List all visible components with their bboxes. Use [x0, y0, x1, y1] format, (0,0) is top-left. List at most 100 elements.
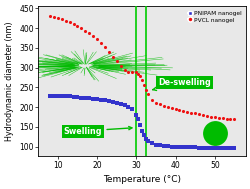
- Point: [144, 89, 148, 92]
- Point: [173, 145, 177, 148]
- Point: [181, 145, 185, 148]
- Point: [52, 94, 56, 98]
- Point: [220, 117, 224, 120]
- Point: [142, 84, 146, 87]
- Point: [48, 94, 52, 98]
- Point: [75, 96, 79, 99]
- Point: [126, 106, 130, 109]
- Point: [200, 113, 204, 116]
- Point: [200, 146, 204, 149]
- Point: [161, 144, 165, 147]
- Point: [56, 94, 60, 97]
- Y-axis label: Hydrodynamic diameter (nm): Hydrodynamic diameter (nm): [5, 22, 14, 141]
- Point: [188, 146, 192, 149]
- Point: [98, 42, 102, 45]
- Point: [140, 129, 143, 132]
- Point: [212, 131, 216, 134]
- Point: [184, 110, 188, 113]
- Point: [173, 108, 177, 111]
- Point: [56, 17, 60, 20]
- Point: [228, 146, 232, 149]
- Point: [146, 93, 150, 96]
- Point: [60, 94, 64, 98]
- Point: [169, 145, 173, 148]
- Point: [196, 146, 200, 149]
- Point: [153, 143, 157, 146]
- Point: [161, 104, 165, 107]
- Point: [95, 38, 99, 41]
- Point: [232, 118, 235, 121]
- Point: [91, 35, 95, 38]
- Point: [224, 117, 228, 120]
- Point: [146, 140, 150, 143]
- Point: [102, 99, 106, 102]
- Point: [110, 55, 114, 58]
- Point: [106, 50, 110, 53]
- Point: [153, 102, 157, 105]
- Point: [83, 97, 87, 100]
- Point: [126, 70, 130, 73]
- Point: [134, 71, 138, 74]
- Point: [220, 146, 224, 149]
- Point: [216, 116, 220, 119]
- Point: [165, 106, 169, 109]
- Point: [60, 18, 64, 21]
- Text: De-swelling: De-swelling: [152, 78, 210, 91]
- Point: [142, 134, 146, 137]
- Point: [87, 97, 91, 100]
- Point: [83, 29, 87, 32]
- Point: [224, 146, 228, 149]
- Point: [138, 123, 142, 126]
- Point: [157, 103, 161, 106]
- Point: [122, 69, 126, 72]
- Point: [208, 115, 212, 118]
- Point: [138, 75, 142, 78]
- Point: [52, 15, 56, 19]
- Point: [196, 113, 200, 116]
- Point: [181, 109, 185, 112]
- Point: [114, 101, 118, 104]
- Point: [95, 98, 99, 101]
- Point: [71, 95, 75, 98]
- Point: [212, 116, 216, 119]
- Point: [79, 96, 83, 99]
- Point: [216, 146, 220, 149]
- Point: [169, 107, 173, 110]
- Point: [114, 60, 118, 63]
- Point: [188, 111, 192, 114]
- Point: [118, 102, 122, 105]
- Point: [192, 112, 196, 115]
- Point: [192, 146, 196, 149]
- Point: [64, 94, 68, 98]
- Point: [102, 46, 106, 49]
- Text: Swelling: Swelling: [64, 126, 132, 136]
- Point: [136, 72, 140, 75]
- Point: [157, 144, 161, 147]
- Point: [208, 146, 212, 149]
- Point: [79, 27, 83, 30]
- Point: [204, 146, 208, 149]
- Point: [228, 117, 232, 120]
- Point: [106, 100, 110, 103]
- Point: [134, 113, 138, 116]
- Point: [48, 15, 52, 18]
- Point: [212, 146, 216, 149]
- Point: [204, 114, 208, 117]
- Point: [184, 145, 188, 148]
- Point: [130, 108, 134, 111]
- Point: [150, 142, 154, 145]
- Point: [64, 19, 68, 22]
- Point: [150, 98, 154, 101]
- Point: [122, 104, 126, 107]
- Point: [177, 145, 181, 148]
- Point: [67, 21, 71, 24]
- Point: [91, 97, 95, 100]
- Legend: PNIPAM nanogel, PVCL nanogel: PNIPAM nanogel, PVCL nanogel: [186, 9, 242, 24]
- Point: [144, 138, 148, 141]
- Point: [232, 146, 235, 149]
- Point: [67, 95, 71, 98]
- Point: [165, 145, 169, 148]
- Point: [140, 79, 143, 82]
- Point: [87, 31, 91, 34]
- Point: [136, 117, 140, 120]
